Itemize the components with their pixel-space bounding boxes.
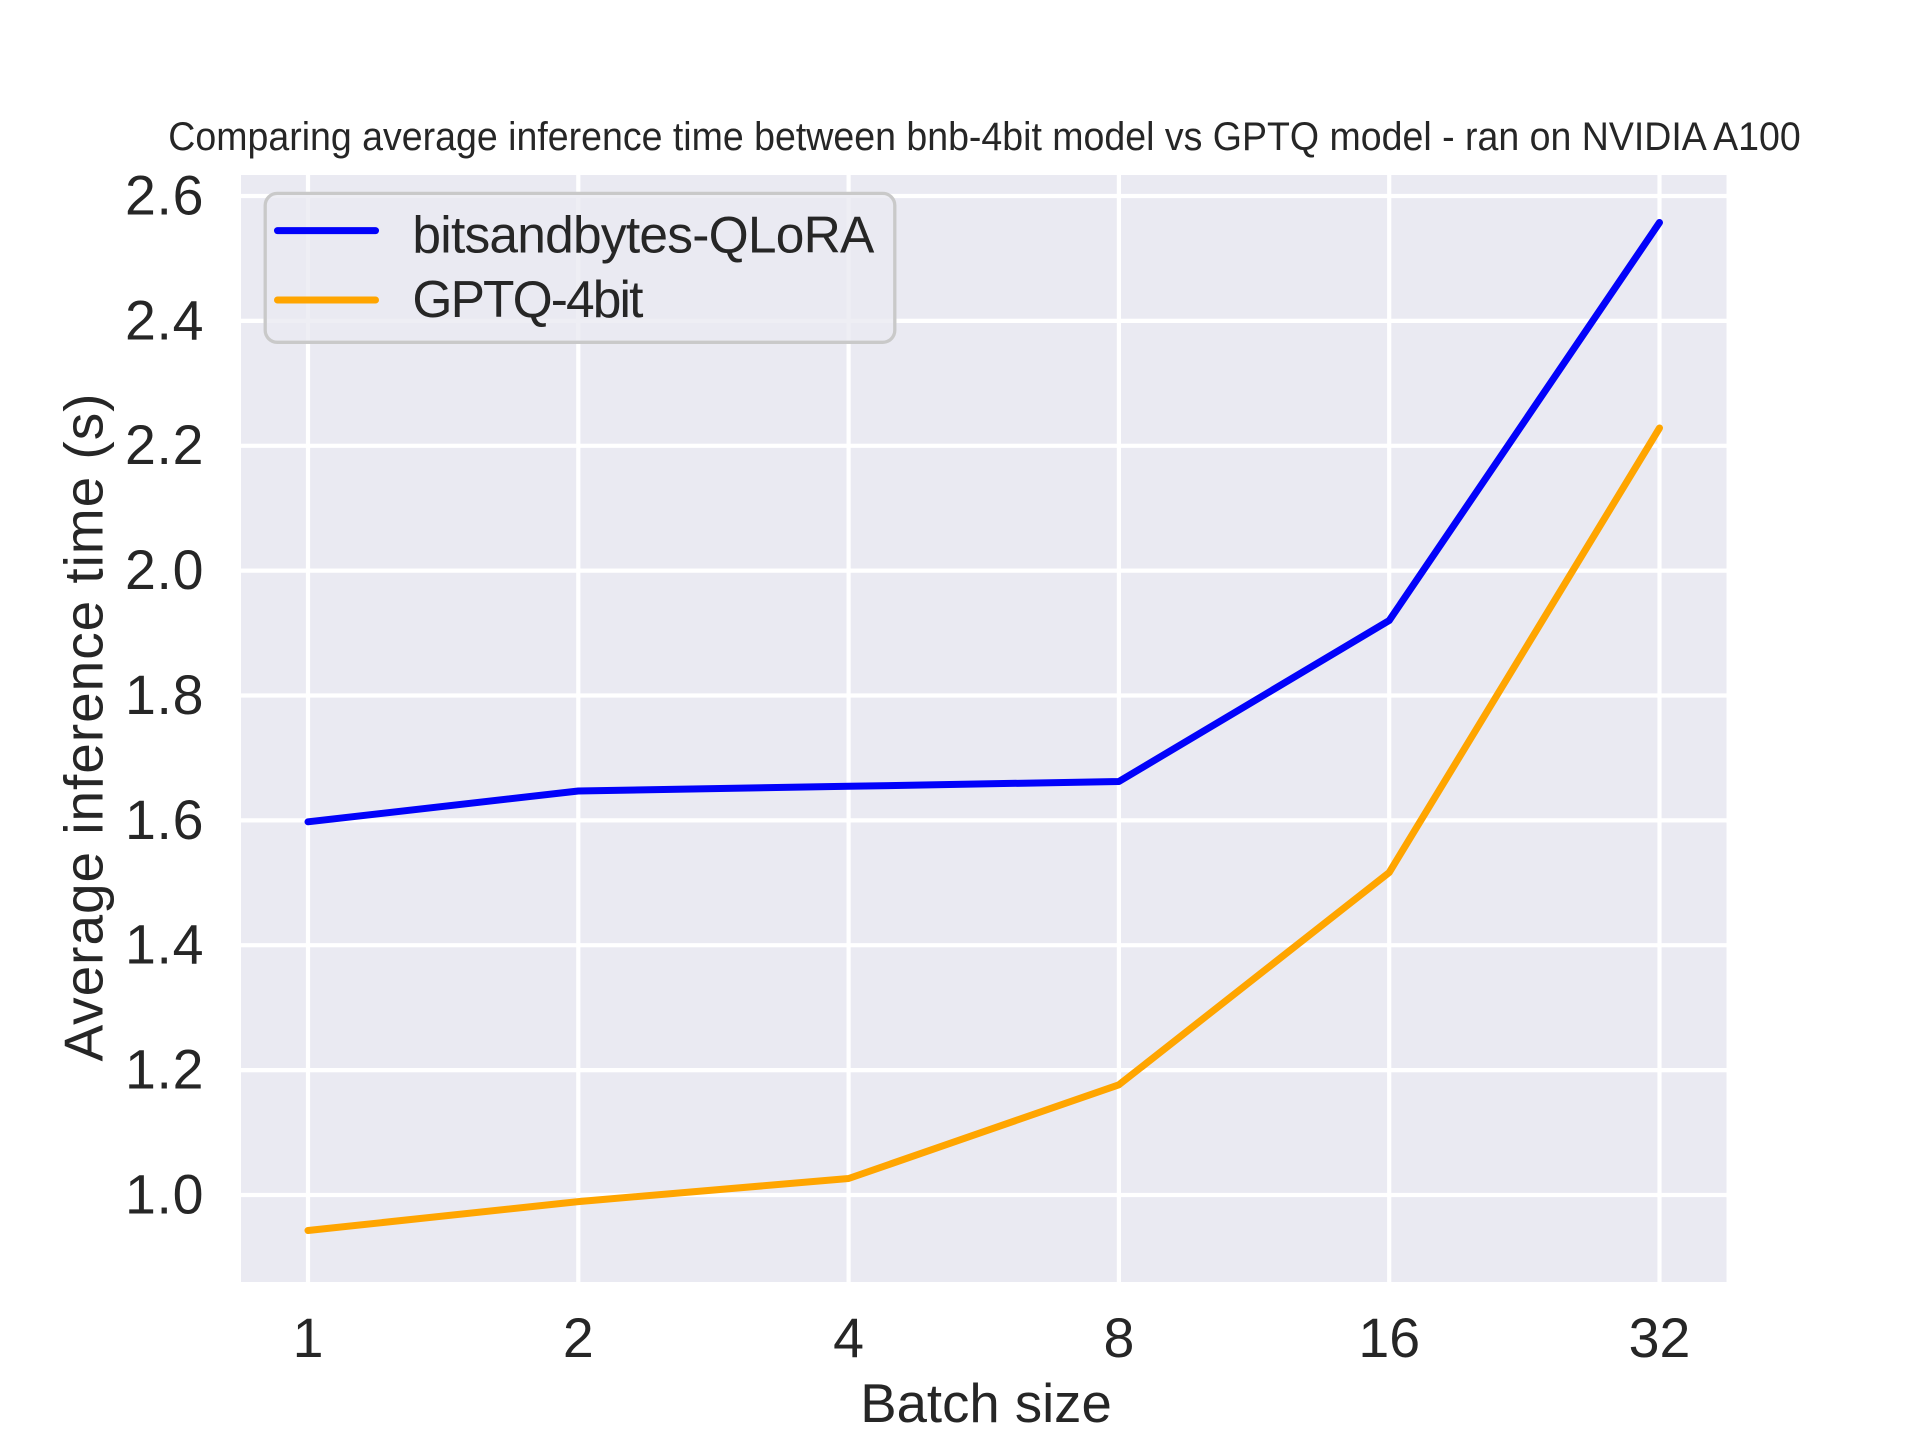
- svg-text:1.4: 1.4: [125, 914, 204, 976]
- svg-text:2.2: 2.2: [125, 414, 204, 476]
- svg-text:Comparing average inference ti: Comparing average inference time between…: [168, 115, 1800, 159]
- svg-text:4: 4: [833, 1307, 864, 1369]
- svg-text:16: 16: [1358, 1307, 1420, 1369]
- svg-text:GPTQ-4bit: GPTQ-4bit: [412, 270, 643, 328]
- svg-text:8: 8: [1103, 1307, 1134, 1369]
- svg-text:2: 2: [563, 1307, 594, 1369]
- svg-text:Batch size: Batch size: [860, 1373, 1112, 1434]
- svg-text:1.0: 1.0: [125, 1163, 204, 1225]
- svg-text:2.4: 2.4: [125, 289, 204, 351]
- svg-text:bitsandbytes-QLoRA: bitsandbytes-QLoRA: [412, 206, 875, 264]
- svg-text:2.0: 2.0: [125, 539, 204, 601]
- svg-text:1: 1: [293, 1307, 324, 1369]
- svg-text:1.6: 1.6: [125, 789, 204, 851]
- svg-text:2.6: 2.6: [125, 164, 204, 226]
- svg-text:1.8: 1.8: [125, 664, 204, 726]
- svg-text:32: 32: [1629, 1307, 1691, 1369]
- svg-text:1.2: 1.2: [125, 1039, 204, 1101]
- svg-text:Average inference time (s): Average inference time (s): [53, 394, 115, 1062]
